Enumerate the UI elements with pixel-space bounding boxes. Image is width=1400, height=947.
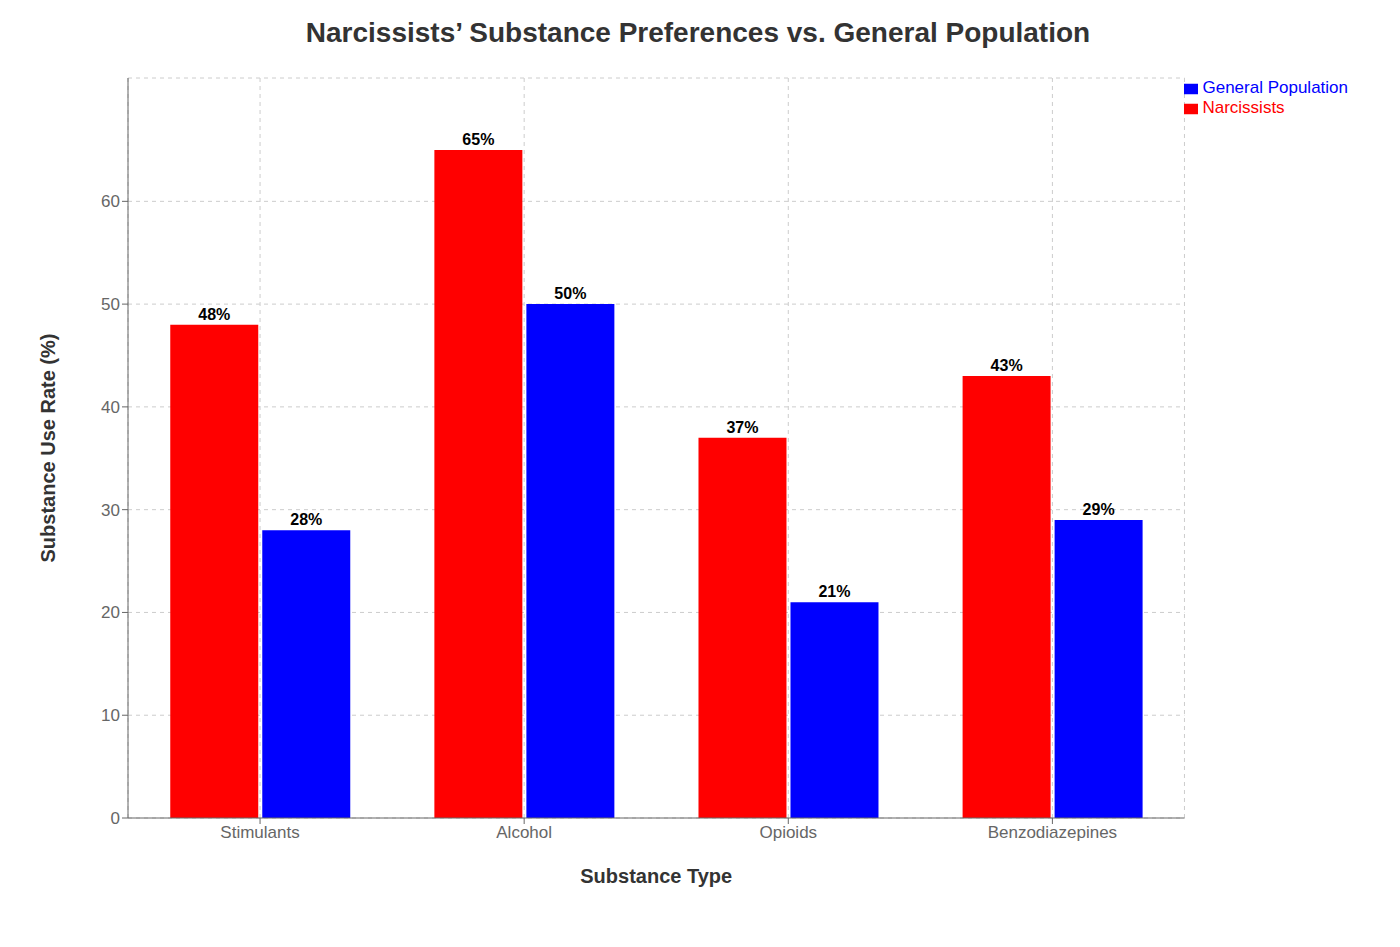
svg-text:65%: 65% <box>462 131 494 148</box>
html-text:Narcissists’ Substance Prefere: Narcissists’ Substance Preferences vs. G… <box>305 17 1091 48</box>
svg-text:48%: 48% <box>198 306 230 323</box>
svg-text:50: 50 <box>101 295 120 314</box>
svg-text:40: 40 <box>101 398 120 417</box>
svg-text:21%: 21% <box>818 583 850 600</box>
svg-text:60: 60 <box>101 192 120 211</box>
svg-text:Opioids: Opioids <box>759 823 817 842</box>
svg-text:Stimulants: Stimulants <box>220 823 299 842</box>
svg-text:29%: 29% <box>1083 501 1115 518</box>
svg-text:Benzodiazepines: Benzodiazepines <box>988 823 1117 842</box>
svg-text:Substance Type: Substance Type <box>580 865 732 887</box>
svg-text:43%: 43% <box>991 357 1023 374</box>
svg-text:Alcohol: Alcohol <box>496 823 552 842</box>
html-text:General Population: General Population <box>1202 78 1348 97</box>
svg-text:0: 0 <box>111 809 120 828</box>
svg-text:28%: 28% <box>290 511 322 528</box>
svg-text:Substance Use Rate (%): Substance Use Rate (%) <box>37 334 59 563</box>
svg-text:10: 10 <box>101 706 120 725</box>
svg-text:20: 20 <box>101 603 120 622</box>
html-text:Narcissists: Narcissists <box>1202 98 1285 117</box>
svg-text:50%: 50% <box>554 285 586 302</box>
svg-text:37%: 37% <box>726 419 758 436</box>
svg-text:30: 30 <box>101 501 120 520</box>
